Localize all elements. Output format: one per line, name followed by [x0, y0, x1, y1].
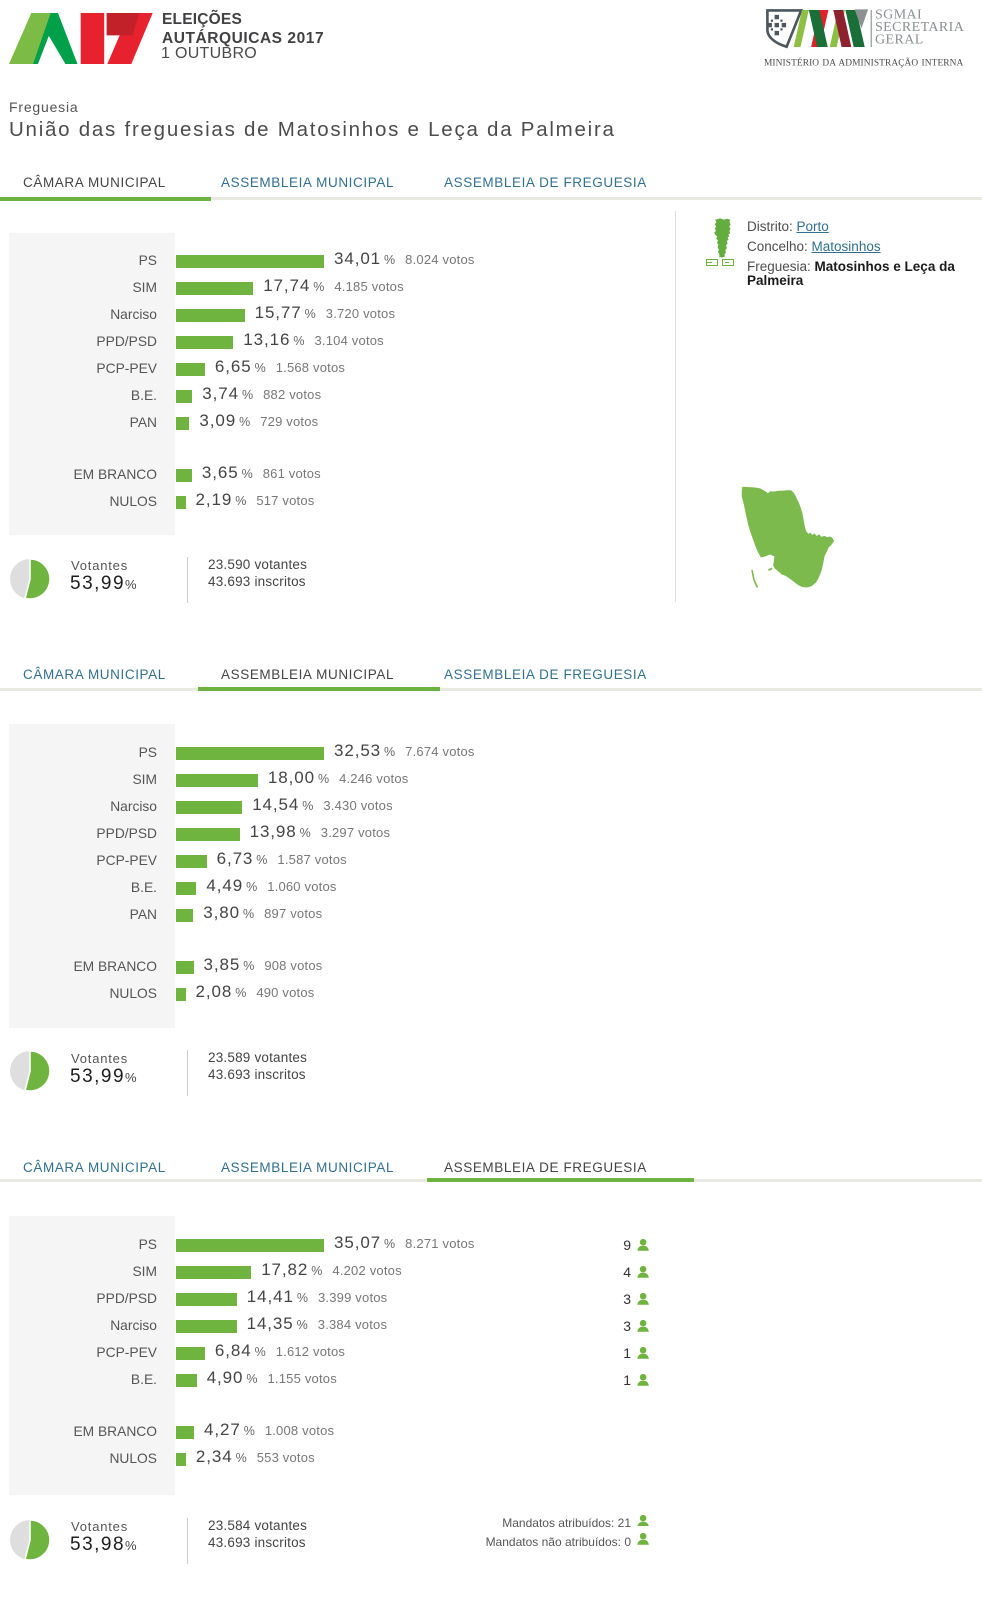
svg-text:SGMAI: SGMAI: [875, 8, 922, 23]
svg-text:MINISTÉRIO DA ADMINISTRAÇÃO IN: MINISTÉRIO DA ADMINISTRAÇÃO INTERNA: [764, 57, 964, 69]
svg-text:GERAL: GERAL: [875, 32, 924, 47]
svg-text:SECRETARIA: SECRETARIA: [875, 20, 965, 35]
